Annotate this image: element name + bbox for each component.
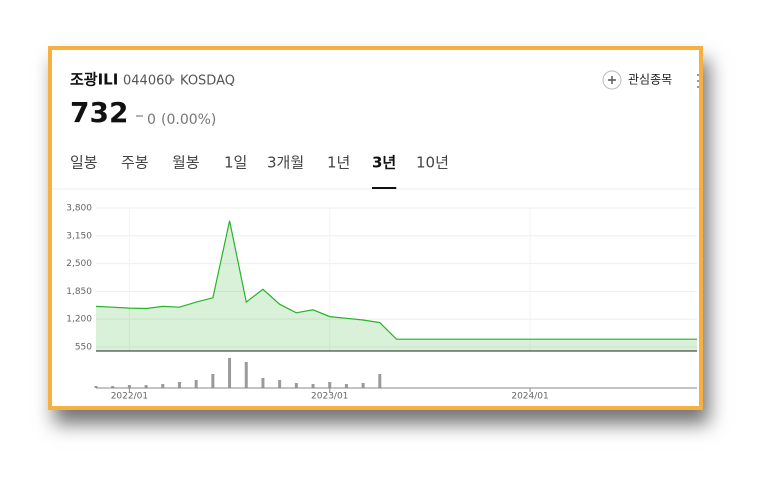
- watchlist-button[interactable]: 관심종목: [628, 73, 672, 87]
- tab[interactable]: 10년: [416, 154, 449, 172]
- y-tick-label: 3,150: [66, 231, 92, 241]
- volume-bar: [194, 380, 198, 388]
- tab[interactable]: 주봉: [121, 154, 149, 172]
- y-tick-label: 2,500: [66, 259, 92, 269]
- stock-name: 조광ILI: [70, 71, 118, 89]
- volume-bar: [177, 382, 181, 388]
- volume-bar: [111, 386, 115, 388]
- plus-icon: [608, 76, 616, 84]
- volume-bar: [127, 385, 131, 388]
- volume-bar: [228, 358, 232, 388]
- volume-bar: [244, 362, 248, 388]
- change-pct: (0.00%): [161, 112, 216, 128]
- y-tick-label: 550: [75, 342, 92, 352]
- price-line: [95, 220, 697, 340]
- x-tick-label: 2024/01: [511, 392, 548, 402]
- volume-bar: [144, 385, 148, 388]
- y-tick-label: 1,850: [66, 287, 92, 297]
- tab[interactable]: 3개월: [267, 154, 304, 172]
- x-tick-label: 2023/01: [311, 392, 348, 402]
- stock-card: 조광ILI 044060 • KOSDAQ 관심종목 732 0 (0.00%)…: [48, 46, 703, 410]
- tab[interactable]: 월봉: [172, 154, 200, 172]
- y-tick-label: 1,200: [66, 315, 92, 325]
- change: 0: [147, 112, 156, 128]
- tab[interactable]: 일봉: [70, 154, 98, 172]
- market: KOSDAQ: [180, 74, 235, 89]
- stock-code: 044060: [123, 74, 173, 89]
- volume-bar: [328, 382, 332, 388]
- separator: •: [170, 75, 176, 86]
- volume-bar: [294, 383, 298, 388]
- price: 732: [70, 96, 128, 129]
- widget-content: 조광ILI 044060 • KOSDAQ 관심종목 732 0 (0.00%)…: [52, 70, 699, 402]
- tab[interactable]: 1일: [224, 154, 247, 172]
- tab[interactable]: 3년: [372, 154, 396, 172]
- volume-bar: [311, 384, 315, 388]
- volume-bar: [94, 386, 98, 388]
- area-fill: [96, 220, 697, 351]
- volume-bar: [361, 383, 365, 388]
- tab[interactable]: 1년: [327, 154, 350, 172]
- volume-bar: [278, 380, 282, 388]
- volume-bar: [261, 378, 265, 388]
- x-tick-label: 2022/01: [111, 392, 148, 402]
- volume-bar: [378, 374, 382, 388]
- y-tick-label: 3,800: [66, 204, 92, 214]
- volume-bar: [161, 384, 165, 388]
- volume-bar: [344, 384, 348, 388]
- widget: 조광ILI 044060 • KOSDAQ 관심종목 732 0 (0.00%)…: [52, 70, 699, 402]
- volume-bar: [211, 374, 215, 388]
